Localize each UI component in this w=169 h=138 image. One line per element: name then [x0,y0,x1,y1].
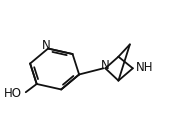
Text: NH: NH [136,61,154,74]
Text: N: N [41,39,50,52]
Text: N: N [101,59,110,72]
Text: HO: HO [4,87,22,100]
